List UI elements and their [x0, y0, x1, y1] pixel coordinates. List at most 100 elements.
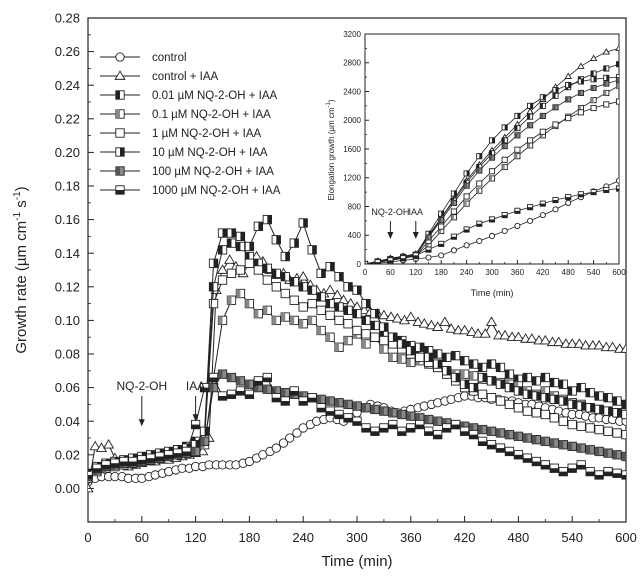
main-data-point [418, 318, 430, 328]
inset-data-point-fill [578, 194, 584, 197]
main-data-point [397, 354, 407, 364]
main-data-point [585, 387, 595, 398]
inset-data-point-fill [489, 150, 492, 156]
main-y-tick-label: 0.24 [55, 78, 80, 93]
inset-data-point-fill [428, 231, 432, 237]
inset-data-point [527, 122, 534, 129]
main-data-point [531, 376, 541, 386]
legend-entry-4: 1 µM NQ-2-OH + IAA [100, 128, 262, 140]
main-data-point [262, 214, 272, 225]
main-data-point [477, 436, 488, 447]
main-data-point-fill [415, 413, 420, 423]
inset-y-axis-label-sup: -1 [326, 101, 332, 107]
main-data-point-fill [88, 474, 93, 480]
inset-data-point-shape [527, 137, 534, 144]
main-data-point [406, 423, 416, 433]
inset-data-point-fill [514, 125, 518, 131]
main-data-point [343, 319, 353, 329]
main-data-point [334, 342, 344, 352]
main-data-point [146, 453, 156, 463]
inset-data-point-shape [425, 254, 432, 261]
main-y-axis-label: Growth rate (µm cm-1 s-1) [12, 186, 30, 353]
main-data-point [280, 272, 290, 282]
main-data-point [262, 372, 272, 383]
main-data-point [603, 393, 613, 403]
main-data-point [199, 436, 210, 447]
main-data-point-fill [218, 396, 227, 401]
inset-data-point [590, 104, 597, 112]
main-data-point-fill [330, 262, 335, 271]
main-data-point-fill [451, 424, 460, 429]
main-data-point-fill [442, 427, 451, 433]
inset-data-point [615, 185, 619, 192]
main-data-point [334, 409, 344, 420]
inset-data-point [615, 177, 619, 184]
legend-entry-3: 0.1 µM NQ-2-OH + IAA [100, 109, 271, 121]
inset-data-point-fill [502, 215, 508, 218]
inset-data-point-shape [438, 223, 445, 230]
inset-data-point [476, 167, 483, 174]
main-data-point-shape [297, 271, 309, 281]
inset-data-point [412, 252, 419, 259]
main-data-point [549, 377, 559, 388]
main-data-point-fill [379, 406, 384, 416]
inset-data-point [552, 104, 559, 111]
main-data-point [522, 389, 533, 399]
main-data-point-fill [428, 353, 433, 362]
main-data-point [612, 428, 622, 438]
main-data-point [289, 277, 299, 287]
main-data-point [361, 339, 371, 349]
main-data-point-shape [512, 331, 525, 342]
main-y-axis-label-sup2: -1 [12, 191, 23, 200]
main-data-point [388, 332, 398, 342]
inset-data-point-shape [501, 156, 508, 163]
main-data-point [226, 228, 237, 238]
inset-data-point [488, 232, 496, 240]
inset-data-point-shape [463, 193, 470, 200]
legend-label: 1000 µM NQ-2-OH + IAA [152, 185, 281, 197]
main-data-point [244, 379, 255, 389]
main-data-point [352, 285, 362, 295]
inset-data-point-shape [552, 121, 559, 128]
main-data-point [576, 443, 586, 453]
main-y-tick-label: 0.08 [55, 347, 80, 362]
main-data-point [235, 288, 246, 299]
main-data-point [593, 339, 605, 350]
inset-data-point-shape [590, 104, 597, 112]
main-annotation-label-1: IAA [186, 379, 205, 393]
main-data-point [558, 466, 568, 477]
main-data-point-fill [218, 245, 223, 255]
main-data-point [495, 396, 506, 406]
main-data-point-fill [200, 437, 205, 446]
main-data-point-shape [432, 321, 444, 331]
inset-data-point [603, 65, 610, 72]
main-data-point-shape [343, 319, 353, 329]
main-data-point [594, 470, 604, 480]
inset-data-point-fill [606, 75, 609, 81]
main-data-point-shape [606, 341, 619, 352]
main-data-point-fill [397, 410, 402, 419]
legend-entry-5: 10 µM NQ-2-OH + IAA [100, 147, 268, 159]
main-data-point-fill [478, 363, 483, 372]
main-data-point-fill [299, 391, 304, 401]
inset-data-point-shape [615, 98, 619, 105]
main-data-point-fill [505, 430, 510, 439]
main-data-point-shape [235, 265, 246, 275]
main-data-point [325, 406, 335, 416]
main-data-point-fill [469, 423, 474, 433]
inset-data-point [438, 223, 445, 230]
main-data-point [513, 403, 524, 413]
inset-data-point [450, 233, 457, 240]
main-y-axis-label-main: Growth rate (µm cm [13, 221, 30, 354]
main-annotation-arrowhead-0 [138, 419, 145, 427]
main-data-point-shape [567, 419, 577, 430]
inset-data-point-fill [530, 103, 533, 109]
inset-data-point [615, 44, 619, 51]
inset-y-tick-label: 800 [348, 202, 362, 211]
main-data-point [352, 325, 362, 336]
main-data-point-shape [103, 439, 115, 449]
inset-data-point [565, 199, 572, 206]
main-data-point-shape [553, 336, 565, 347]
main-data-point [244, 389, 255, 399]
